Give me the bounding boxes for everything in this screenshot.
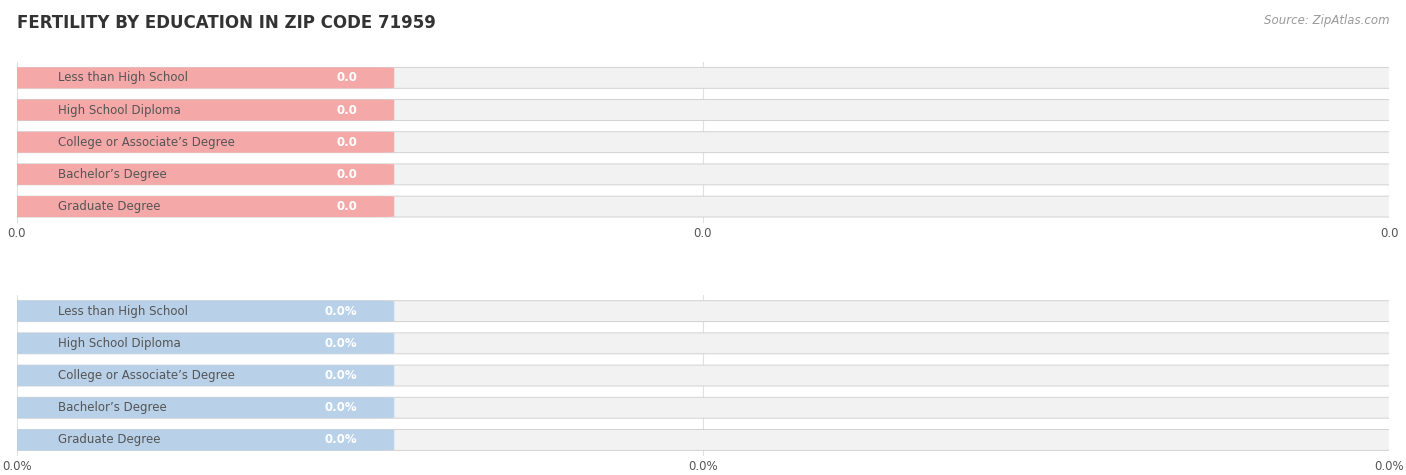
Text: Less than High School: Less than High School [58, 304, 188, 318]
FancyBboxPatch shape [0, 333, 394, 354]
Text: Graduate Degree: Graduate Degree [58, 433, 160, 446]
Text: 0.0: 0.0 [336, 104, 357, 116]
Text: 0.0: 0.0 [336, 71, 357, 85]
FancyBboxPatch shape [0, 67, 1406, 88]
Text: Bachelor’s Degree: Bachelor’s Degree [58, 401, 167, 414]
FancyBboxPatch shape [0, 132, 394, 152]
Text: Less than High School: Less than High School [58, 71, 188, 85]
FancyBboxPatch shape [0, 397, 394, 418]
FancyBboxPatch shape [0, 196, 1406, 217]
Text: 0.0%: 0.0% [325, 369, 357, 382]
FancyBboxPatch shape [0, 333, 1406, 354]
Text: Graduate Degree: Graduate Degree [58, 200, 160, 213]
Text: 0.0%: 0.0% [325, 304, 357, 318]
Text: College or Associate’s Degree: College or Associate’s Degree [58, 369, 235, 382]
Text: 0.0: 0.0 [336, 136, 357, 149]
FancyBboxPatch shape [0, 429, 1406, 450]
FancyBboxPatch shape [0, 365, 1406, 386]
Text: High School Diploma: High School Diploma [58, 104, 181, 116]
FancyBboxPatch shape [0, 164, 394, 185]
FancyBboxPatch shape [0, 196, 394, 217]
Text: High School Diploma: High School Diploma [58, 337, 181, 350]
Text: 0.0%: 0.0% [325, 337, 357, 350]
Text: 0.0%: 0.0% [325, 433, 357, 446]
FancyBboxPatch shape [0, 132, 1406, 152]
Text: College or Associate’s Degree: College or Associate’s Degree [58, 136, 235, 149]
FancyBboxPatch shape [0, 429, 394, 450]
FancyBboxPatch shape [0, 397, 1406, 418]
FancyBboxPatch shape [0, 301, 1406, 322]
FancyBboxPatch shape [0, 67, 394, 88]
Text: Source: ZipAtlas.com: Source: ZipAtlas.com [1264, 14, 1389, 27]
FancyBboxPatch shape [0, 100, 1406, 121]
Text: FERTILITY BY EDUCATION IN ZIP CODE 71959: FERTILITY BY EDUCATION IN ZIP CODE 71959 [17, 14, 436, 32]
Text: 0.0%: 0.0% [325, 401, 357, 414]
Text: Bachelor’s Degree: Bachelor’s Degree [58, 168, 167, 181]
FancyBboxPatch shape [0, 164, 1406, 185]
FancyBboxPatch shape [0, 365, 394, 386]
FancyBboxPatch shape [0, 100, 394, 121]
Text: 0.0: 0.0 [336, 200, 357, 213]
Text: 0.0: 0.0 [336, 168, 357, 181]
FancyBboxPatch shape [0, 301, 394, 322]
